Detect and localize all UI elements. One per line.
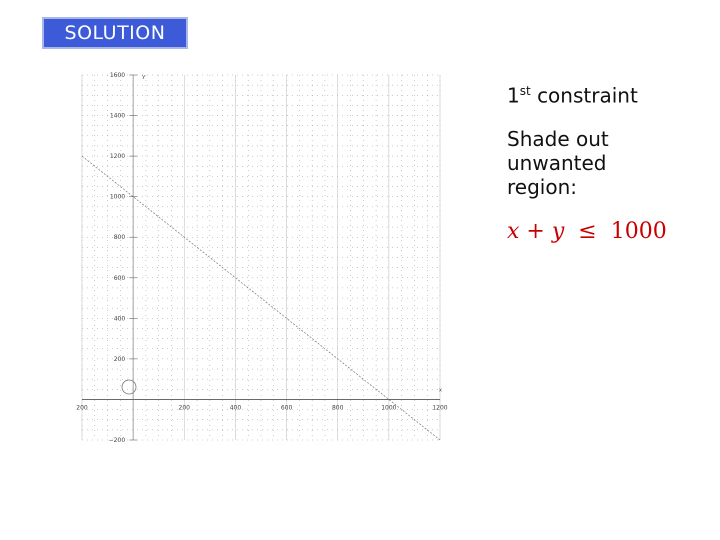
x-tick-label: 1200 (432, 404, 447, 411)
y-tick-label: 1400 (110, 113, 125, 120)
x-tick-label: 800 (332, 404, 344, 411)
y-axis-label: y (142, 74, 145, 80)
inequality-relation: ≤ (578, 218, 597, 244)
constraint-number: 1 (507, 83, 520, 108)
y-tick-label: 200 (114, 356, 126, 363)
constraint-word: constraint (537, 83, 638, 108)
y-tick-label: 1000 (110, 194, 125, 201)
y-tick-label: 800 (114, 234, 126, 241)
y-tick-label: 1200 (110, 153, 125, 160)
y-tick-label: 600 (114, 275, 126, 282)
inequality-rhs: 1000 (610, 218, 667, 244)
explanation-panel: 1st constraint Shade out unwanted region… (507, 78, 707, 244)
inequality-x: x (507, 218, 520, 244)
x-tick-label: 200 (76, 404, 88, 411)
solution-label: SOLUTION (64, 22, 166, 44)
x-tick-label: 1000 (381, 404, 396, 411)
x-tick-label: 600 (281, 404, 293, 411)
x-tick-label: 400 (230, 404, 242, 411)
origin-marker (121, 379, 137, 395)
instruction-text: Shade out unwanted region: (507, 126, 609, 199)
inequality-y: y (551, 218, 565, 244)
y-tick-label: 1600 (110, 72, 125, 79)
inequality-expression: x + y ≤ 1000 (507, 219, 707, 244)
inequality-plus: + (526, 218, 545, 244)
tick-labels: x y 200 200 400 600 800 1000 1200 1600 1400 1200 100… (76, 72, 448, 444)
axes (82, 75, 440, 440)
constraint-line (81, 155, 441, 441)
y-tick-label: 400 (114, 315, 126, 322)
constraint-line-group (81, 155, 441, 441)
x-tick-label: 200 (179, 404, 191, 411)
solution-badge: SOLUTION (42, 17, 188, 49)
x-axis-label: x (439, 387, 442, 393)
grid-lines (81, 74, 441, 441)
y-tick-label: −200 (109, 437, 126, 444)
constraint-heading: 1st constraint (507, 78, 707, 109)
constraint-ordinal: st (519, 84, 531, 98)
